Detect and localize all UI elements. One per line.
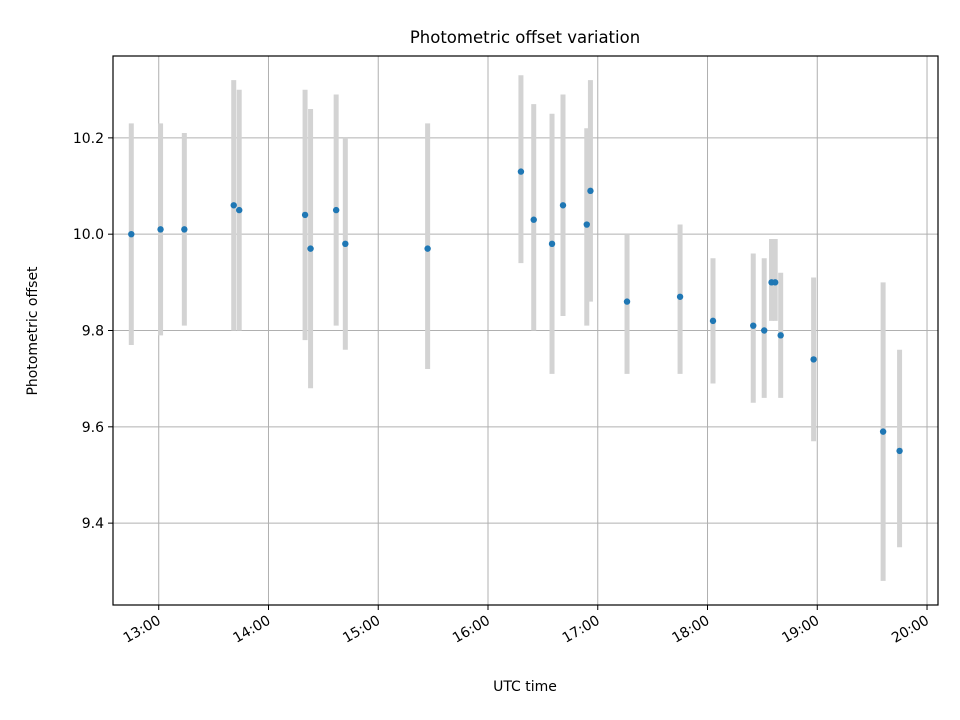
- data-point: [517, 168, 525, 175]
- data-point: [896, 447, 903, 455]
- data-point: [236, 206, 243, 214]
- data-point: [623, 298, 631, 305]
- data-point: [157, 226, 164, 233]
- y-tick-label: 9.4: [82, 516, 104, 532]
- data-point: [583, 221, 590, 228]
- y-tick-label: 9.6: [82, 420, 104, 436]
- y-tick-label: 10.2: [73, 131, 104, 147]
- y-axis-label: Photometric offset: [25, 266, 41, 396]
- data-point: [750, 322, 757, 329]
- data-point: [810, 356, 817, 363]
- data-point: [559, 202, 567, 209]
- data-point: [777, 332, 784, 339]
- data-point: [761, 327, 768, 334]
- data-point: [332, 206, 340, 214]
- y-tick-label: 9.8: [82, 324, 104, 340]
- data-point: [307, 245, 314, 252]
- data-point: [548, 240, 556, 248]
- data-point: [676, 293, 684, 300]
- data-point: [301, 211, 309, 219]
- grid: [113, 56, 938, 605]
- y-axis-ticks: 9.4 9.6 9.8 10.0 10.2: [73, 131, 113, 532]
- data-point: [771, 279, 779, 286]
- data-point: [181, 226, 188, 233]
- data-point: [530, 216, 537, 223]
- data-point: [587, 187, 594, 195]
- data-point: [424, 245, 431, 252]
- data-point: [128, 230, 135, 238]
- y-tick-label: 10.0: [73, 227, 104, 243]
- data-point: [709, 317, 717, 325]
- data-point: [230, 202, 237, 209]
- data-points: [128, 168, 903, 455]
- chart-title: Photometric offset variation: [410, 28, 640, 47]
- data-point: [879, 428, 887, 435]
- data-point: [342, 240, 349, 248]
- x-axis-label: UTC time: [493, 679, 557, 695]
